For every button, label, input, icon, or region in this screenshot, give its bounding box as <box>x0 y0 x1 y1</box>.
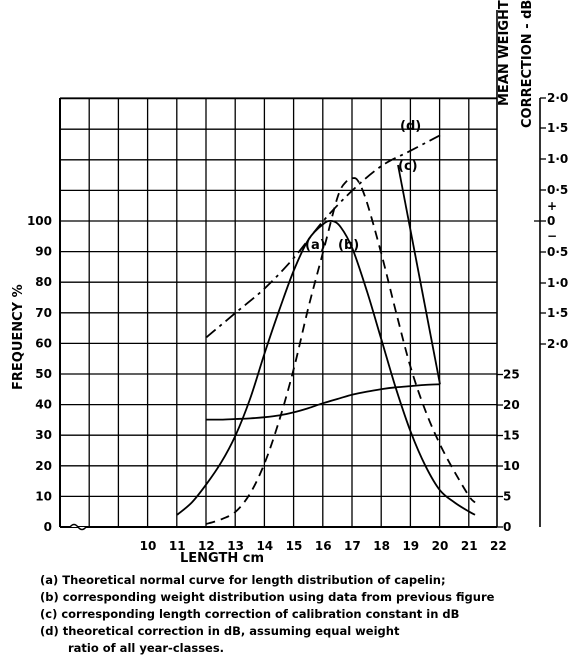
y3-tick-label: − <box>547 229 557 243</box>
curve-label-c: (c) <box>398 159 418 174</box>
x-tick-label: 14 <box>256 539 273 553</box>
x-axis-title: LENGTH cm <box>180 551 264 566</box>
curve-a <box>176 219 476 516</box>
y-tick-label: 60 <box>35 336 52 350</box>
y3-tick-label: + <box>547 199 557 213</box>
curve-d <box>205 134 441 338</box>
y-tick-label: 10 <box>35 489 52 503</box>
x-tick-label: 18 <box>373 539 390 553</box>
y3-tick-label: 0 <box>547 214 555 228</box>
y-tick-label: 50 <box>35 367 52 381</box>
caption-line-b: (b) corresponding weight distribution us… <box>40 590 495 604</box>
curve-label-d: (d) <box>400 119 421 134</box>
y-tick-label: 80 <box>35 275 52 289</box>
x-tick-label: 16 <box>315 539 332 553</box>
curve-label-b: (b) <box>338 238 359 253</box>
x-tick-label: 10 <box>140 539 157 553</box>
y3-tick-label: 1·5 <box>547 121 568 135</box>
y-tick-label: 30 <box>35 428 52 442</box>
x-tick-label: 21 <box>461 539 478 553</box>
x-tick-label: 17 <box>344 539 361 553</box>
curve-labels: (a) (b) (c) (d) <box>305 119 421 253</box>
y3-tick-label: 0·5 <box>547 183 568 197</box>
x-tick-label: 22 <box>490 539 507 553</box>
y-tick-label: 0 <box>44 520 52 534</box>
y3-tick-label: 1·5 <box>547 306 568 320</box>
curve-b <box>206 177 476 525</box>
x-tick-label: 20 <box>432 539 449 553</box>
y2-tick-label: 10 <box>503 459 520 473</box>
y-tick-label: 100 <box>27 214 52 228</box>
y2-tick-label: 15 <box>503 429 520 443</box>
x-tick-label: 11 <box>169 539 186 553</box>
figure-caption: (a) Theoretical normal curve for length … <box>40 572 570 657</box>
curve-c-leader <box>397 164 441 385</box>
grid <box>59 97 497 528</box>
x-tick-label: 19 <box>402 539 419 553</box>
y3-tick-label: 2·0 <box>547 91 568 105</box>
axis-break-mark <box>69 523 87 531</box>
curve-c <box>206 383 441 421</box>
x-tick-label: 15 <box>286 539 303 553</box>
y-tick-label: 40 <box>35 398 52 412</box>
axes <box>59 10 546 531</box>
y-tick-label: 70 <box>35 306 52 320</box>
caption-line-c: (c) corresponding length correction of c… <box>40 607 460 621</box>
y-axis-title: FREQUENCY % <box>11 284 26 390</box>
curve-label-a: (a) <box>305 238 326 253</box>
y3-tick-label: 2·0 <box>547 337 568 351</box>
curves <box>176 134 476 525</box>
y2-tick-label: 20 <box>503 398 520 412</box>
caption-line-a: (a) Theoretical normal curve for length … <box>40 573 446 587</box>
x-tick-label: 12 <box>198 539 215 553</box>
y3-tick-label: 1·0 <box>547 276 568 290</box>
y2-tick-label: 5 <box>503 490 511 504</box>
y3-tick-label: 0·5 <box>547 245 568 259</box>
y2-tick-label: 25 <box>503 368 520 382</box>
y-tick-label: 20 <box>35 459 52 473</box>
y2-axis-title: MEAN WEIGHT - g <box>497 0 512 106</box>
x-tick-label: 13 <box>227 539 244 553</box>
caption-line-d: (d) theoretical correction in dB, assumi… <box>40 624 400 638</box>
y3-tick-label: 1·0 <box>547 152 568 166</box>
y-tick-label: 90 <box>35 245 52 259</box>
y3-axis-title: CORRECTION - dB <box>520 0 535 128</box>
y2-tick-label: 0 <box>503 520 511 534</box>
caption-line-d-cont: ratio of all year-classes. <box>68 641 225 655</box>
